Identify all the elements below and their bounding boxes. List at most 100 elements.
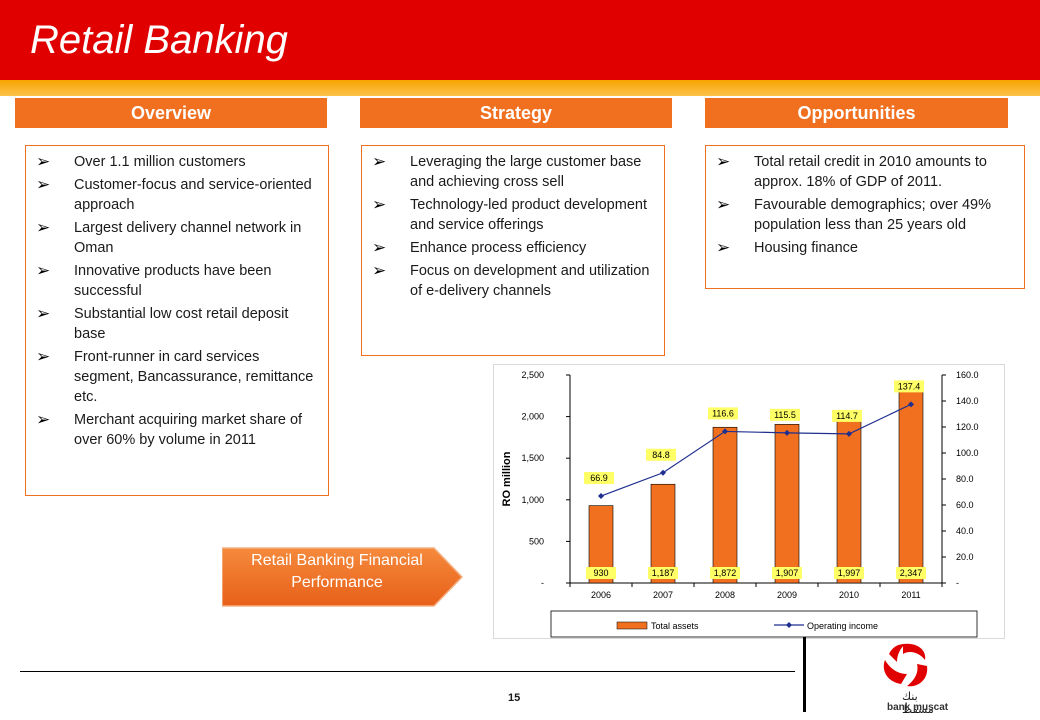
strategy-item-text: Focus on development and utilization of … [410,263,650,299]
bank-muscat-logo-icon: بنك مسقط bank muscat [862,640,952,716]
y-right-tick-label: 120.0 [956,422,979,432]
bar-label-bg [772,567,802,579]
bar-total-assets [898,387,924,584]
y-right-tick-label: 40.0 [956,526,974,536]
line-value-label: 116.6 [712,408,734,418]
legend-marker-operating-income [786,622,792,628]
strategy-box: ➢ Leveraging the large customer base and … [361,145,665,356]
arrowhead-bullet-icon: ➢ [716,238,731,257]
strategy-list: ➢ Leveraging the large customer base and … [362,152,652,301]
arrowhead-bullet-icon: ➢ [36,152,51,171]
arrowhead-bullet-icon: ➢ [372,195,387,214]
line-label-bg [584,472,614,485]
y-right-tick-label: 100.0 [956,448,979,458]
point-operating-income [908,401,914,408]
arrowhead-bullet-icon: ➢ [372,152,387,171]
strategy-item: ➢ Technology-led product development and … [362,195,652,235]
overview-item-text: Merchant acquiring market share of over … [74,412,303,448]
legend-label-operating-income: Operating income [807,621,878,631]
arrowhead-bullet-icon: ➢ [36,410,51,429]
point-operating-income [660,469,666,476]
y-right-tick-label: - [956,578,959,588]
strategy-item-text: Leveraging the large customer base and a… [410,154,642,190]
overview-list: ➢ Over 1.1 million customers ➢ Customer-foc… [26,152,316,450]
brand-arabic: بنك مسقط [902,690,934,716]
point-operating-income [784,429,790,436]
opportunities-item-text: Favourable demographics; over 49% popula… [754,197,991,233]
overview-item-text: Innovative products have been successful [74,263,272,299]
overview-item: ➢ Largest delivery channel network in Oma… [26,218,316,258]
arrowhead-bullet-icon: ➢ [716,152,731,171]
line-value-label: 137.4 [898,381,921,391]
overview-item-text: Largest delivery channel network in Oman [74,220,302,256]
overview-item: ➢ Over 1.1 million customers [26,152,316,172]
title-bar: Retail Banking [0,0,1040,80]
arrowhead-bullet-icon: ➢ [36,175,51,194]
bar-value-label: 1,187 [652,568,675,578]
point-operating-income [722,428,728,435]
overview-item-text: Customer-focus and service-oriented appr… [74,177,312,213]
brand-name: bank muscat [887,702,949,713]
performance-callout: Retail Banking Financial Performance [222,546,464,608]
opportunities-item-text: Total retail credit in 2010 amounts to a… [754,154,987,190]
point-operating-income [598,493,604,500]
y-right-tick-label: 160.0 [956,370,979,380]
overview-item: ➢ Innovative products have been successfu… [26,261,316,301]
bar-label-bg [710,567,740,579]
overview-item: ➢ Front-runner in card services segment, … [26,347,316,407]
arrowhead-bullet-icon: ➢ [36,218,51,237]
y-axis-label: RO million [501,451,513,506]
legend-box [550,610,978,638]
y-right-tick-label: 80.0 [956,474,974,484]
arrowhead-bullet-icon: ➢ [716,195,731,214]
logo-mark [883,643,928,687]
bar-label-bg [586,567,616,579]
bar-value-label: 2,347 [900,568,923,578]
arrowhead-bullet-icon: ➢ [372,238,387,257]
footer-vertical-divider [803,637,806,712]
line-operating-income [600,403,912,497]
x-tick-label: 2008 [715,590,735,600]
x-tick-label: 2010 [839,590,859,600]
point-operating-income [846,430,852,437]
strategy-header: Strategy [360,98,672,128]
overview-box: ➢ Over 1.1 million customers ➢ Customer-foc… [25,145,329,496]
opportunities-item-text: Housing finance [754,240,858,256]
strategy-item-text: Enhance process efficiency [410,240,587,256]
line-label-bg [894,380,924,393]
legend-swatch-total-assets [616,621,648,630]
y-right-tick-label: 20.0 [956,552,974,562]
legend-label-total-assets: Total assets [651,621,699,631]
bar-total-assets [774,424,800,584]
overview-item: ➢ Substantial low cost retail deposit bas… [26,304,316,344]
line-value-label: 115.5 [774,410,796,420]
y-right-tick-label: 140.0 [956,396,979,406]
x-tick-label: 2006 [591,590,611,600]
opportunities-item: ➢ Total retail credit in 2010 amounts to … [706,152,1014,192]
accent-stripe [0,80,1040,96]
financial-performance-chart: - 500 1,000 1,500 2,000 2,500 - 20.0 40.0 60.0 80.… [493,364,1005,639]
y-left-tick-label: 2,000 [521,412,544,422]
strategy-item-text: Technology-led product development and s… [410,197,647,233]
overview-header: Overview [15,98,327,128]
overview-item-text: Substantial low cost retail deposit base [74,306,289,342]
opportunities-item: ➢ Favourable demographics; over 49% popul… [706,195,1014,235]
overview-item: ➢ Customer-focus and service-oriented app… [26,175,316,215]
y-left-tick-label: 500 [529,536,544,546]
line-value-label: 84.8 [652,450,670,460]
bar-total-assets [650,483,676,584]
line-value-label: 66.9 [590,473,608,483]
bar-value-label: 1,907 [776,568,799,578]
y-left-tick-label: 2,500 [521,370,544,380]
x-tick-label: 2011 [901,590,920,600]
y-left-tick-label: - [541,578,544,588]
page-number: 15 [508,692,521,704]
bar-total-assets [712,426,738,584]
line-label-bg [770,408,800,421]
callout-text: Retail Banking Financial Performance [251,552,423,591]
y-left-tick-label: 1,000 [521,495,544,505]
y-right-tick-label: 60.0 [956,500,974,510]
strategy-item: ➢ Leveraging the large customer base and … [362,152,652,192]
strategy-item: ➢ Enhance process efficiency [362,238,652,258]
arrowhead-bullet-icon: ➢ [36,261,51,280]
